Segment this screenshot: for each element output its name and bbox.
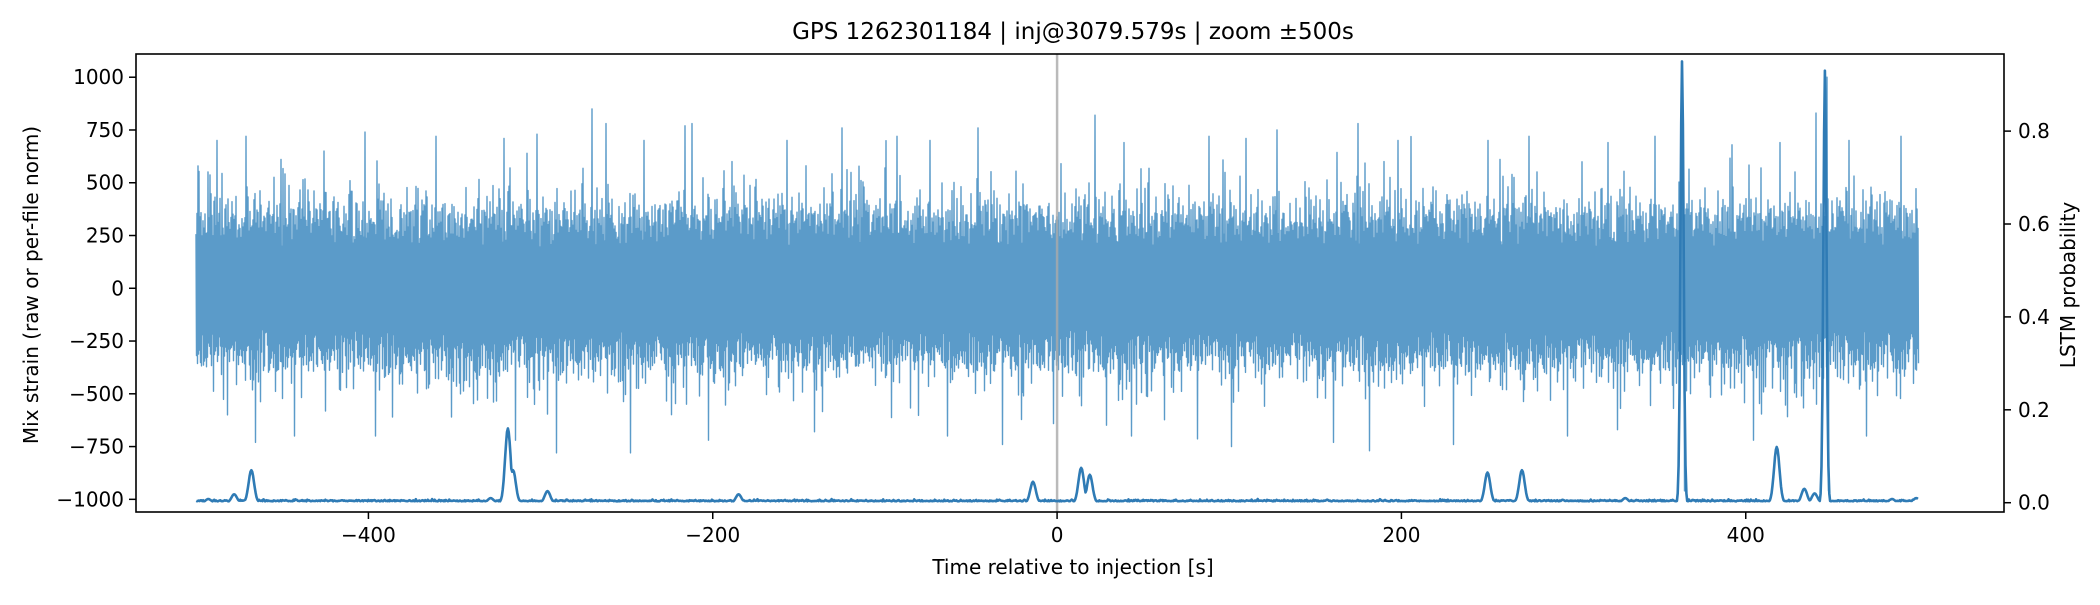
x-tick-label: −200 [685,523,740,547]
y-left-tick-label: 250 [86,224,124,248]
plot-frame [135,53,2005,513]
chart-title: GPS 1262301184 | inj@3079.579s | zoom ±5… [792,19,1354,45]
axes: −400 −200 0 200 400 1000 750 500 250 0 −250 −500 −75… [56,53,2050,547]
probability-line [195,60,1919,503]
y-axis-left-label: Mix strain (raw or per-file norm) [19,126,43,444]
x-tick-label: 0 [1051,523,1064,547]
y-right-tick-label: 0.8 [2018,119,2050,143]
x-tick-label: −400 [341,523,396,547]
y-axis-right-label: LSTM probability [2056,202,2080,369]
y-left-tick-label: −500 [69,382,124,406]
x-tick-label: 400 [1727,523,1765,547]
y-right-tick-label: 0.2 [2018,398,2050,422]
probability-series [195,60,1919,503]
x-tick-label: 200 [1382,523,1420,547]
y-left-tick-label: −250 [69,329,124,353]
y-left-tick-label: −750 [69,435,124,459]
y-left-tick-label: 1000 [73,65,124,89]
y-left-tick-label: 500 [86,171,124,195]
y-right-tick-label: 0.4 [2018,305,2050,329]
y-left-tick-label: 750 [86,118,124,142]
x-axis-label: Time relative to injection [s] [931,555,1213,579]
y-left-tick-label: −1000 [56,487,124,511]
y-left-tick-label: 0 [111,276,124,300]
y-right-tick-label: 0.6 [2018,212,2050,236]
y-right-tick-label: 0.0 [2018,491,2050,515]
